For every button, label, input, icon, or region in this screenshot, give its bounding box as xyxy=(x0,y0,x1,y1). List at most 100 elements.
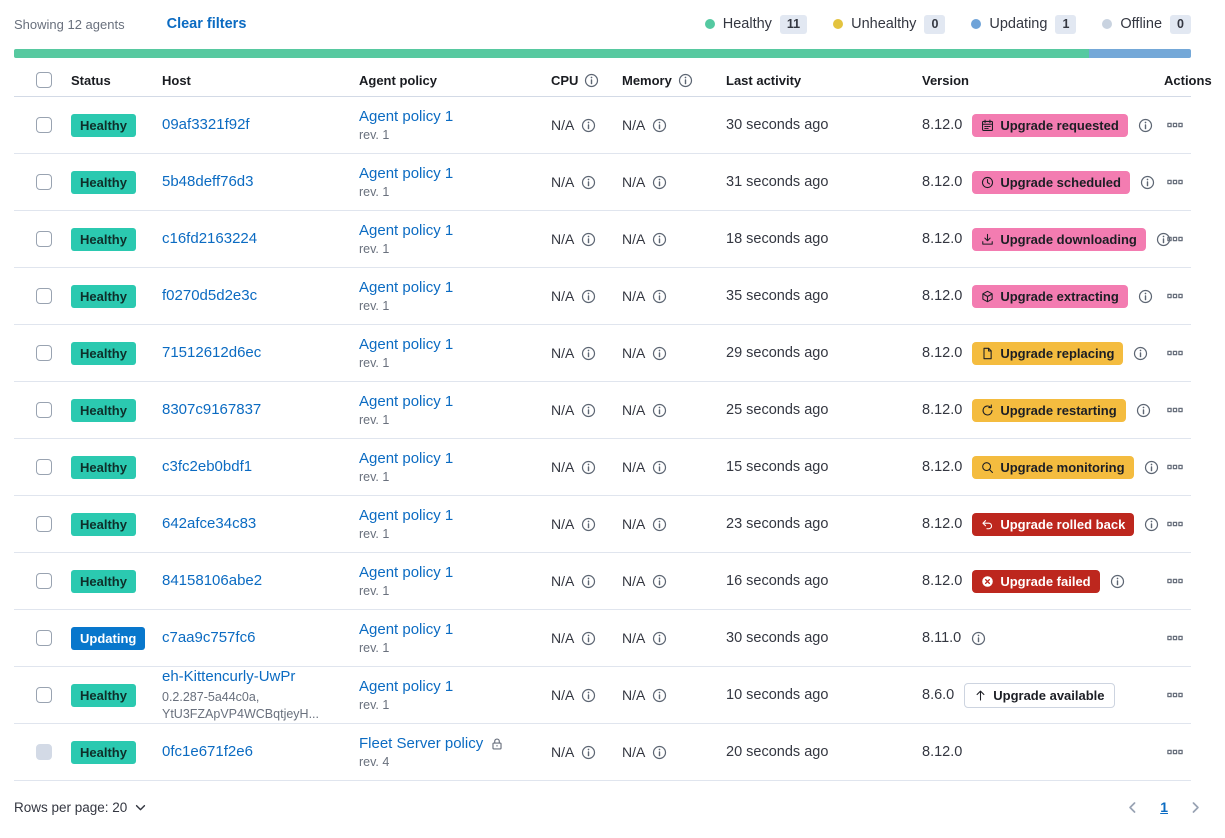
agent-policy-link[interactable]: Agent policy 1 xyxy=(359,221,454,239)
row-actions-button[interactable] xyxy=(1167,288,1183,304)
info-icon[interactable] xyxy=(971,631,986,646)
row-actions-button[interactable] xyxy=(1167,345,1183,361)
page-number-1[interactable]: 1 xyxy=(1160,799,1168,815)
host-link[interactable]: 642afce34c83 xyxy=(162,515,257,532)
policy-revision: rev. 1 xyxy=(359,697,390,712)
agent-policy-link[interactable]: Agent policy 1 xyxy=(359,563,454,581)
info-icon[interactable] xyxy=(581,460,596,475)
info-icon[interactable] xyxy=(581,232,596,247)
row-checkbox[interactable] xyxy=(36,117,52,133)
info-icon[interactable] xyxy=(1156,232,1171,247)
info-icon[interactable] xyxy=(581,346,596,361)
agent-policy-link[interactable]: Agent policy 1 xyxy=(359,677,454,695)
agent-version: 8.12.0 xyxy=(922,573,963,589)
info-icon[interactable] xyxy=(652,118,667,133)
row-checkbox[interactable] xyxy=(36,345,52,361)
agent-policy-link[interactable]: Agent policy 1 xyxy=(359,164,454,182)
row-checkbox[interactable] xyxy=(36,459,52,475)
info-icon[interactable] xyxy=(652,517,667,532)
agent-policy-link[interactable]: Agent policy 1 xyxy=(359,335,454,353)
arrow-up-icon xyxy=(974,689,987,702)
row-actions-button[interactable] xyxy=(1167,744,1183,760)
info-icon[interactable] xyxy=(1138,289,1153,304)
host-link[interactable]: 5b48deff76d3 xyxy=(162,173,254,190)
info-icon[interactable] xyxy=(1144,460,1159,475)
row-checkbox[interactable] xyxy=(36,174,52,190)
package-icon xyxy=(981,290,994,303)
row-actions-button[interactable] xyxy=(1167,117,1183,133)
info-icon[interactable] xyxy=(652,631,667,646)
agent-policy-link[interactable]: Fleet Server policy xyxy=(359,734,484,752)
host-link[interactable]: eh-Kittencurly-UwPr xyxy=(162,668,296,685)
info-icon[interactable] xyxy=(1136,403,1151,418)
row-actions-button[interactable] xyxy=(1167,516,1183,532)
agent-policy-link[interactable]: Agent policy 1 xyxy=(359,620,454,638)
row-actions-button[interactable] xyxy=(1167,573,1183,589)
row-checkbox[interactable] xyxy=(36,516,52,532)
rows-per-page-button[interactable]: Rows per page: 20 xyxy=(14,800,147,815)
host-link[interactable]: c16fd2163224 xyxy=(162,230,258,247)
row-actions-button[interactable] xyxy=(1167,402,1183,418)
upgrade-badge: Upgrade available xyxy=(964,682,1115,708)
agent-policy-link[interactable]: Agent policy 1 xyxy=(359,107,454,125)
info-icon[interactable] xyxy=(581,175,596,190)
host-link[interactable]: 09af3321f92f xyxy=(162,116,250,133)
info-icon[interactable] xyxy=(581,631,596,646)
clear-filters-link[interactable]: Clear filters xyxy=(166,16,247,32)
host-link[interactable]: 0fc1e671f2e6 xyxy=(162,743,253,760)
next-page-button[interactable] xyxy=(1188,800,1203,815)
row-checkbox[interactable] xyxy=(36,231,52,247)
last-activity: 29 seconds ago xyxy=(726,345,829,361)
memory-value: N/A xyxy=(622,630,646,646)
row-actions-button[interactable] xyxy=(1167,687,1183,703)
host-link[interactable]: 84158106abe2 xyxy=(162,572,263,589)
agent-policy-link[interactable]: Agent policy 1 xyxy=(359,449,454,467)
policy-revision: rev. 1 xyxy=(359,127,390,142)
info-icon[interactable] xyxy=(581,688,596,703)
info-icon[interactable] xyxy=(652,232,667,247)
info-icon[interactable] xyxy=(581,517,596,532)
info-icon[interactable] xyxy=(581,574,596,589)
info-icon[interactable] xyxy=(652,346,667,361)
agent-policy-link[interactable]: Agent policy 1 xyxy=(359,392,454,410)
info-icon[interactable] xyxy=(581,745,596,760)
row-actions-button[interactable] xyxy=(1167,174,1183,190)
row-checkbox[interactable] xyxy=(36,573,52,589)
info-icon[interactable] xyxy=(581,289,596,304)
row-checkbox[interactable] xyxy=(36,744,52,760)
info-icon[interactable] xyxy=(652,745,667,760)
info-icon[interactable] xyxy=(652,688,667,703)
info-icon[interactable] xyxy=(1133,346,1148,361)
row-checkbox[interactable] xyxy=(36,402,52,418)
info-icon[interactable] xyxy=(1140,175,1155,190)
host-link[interactable]: 71512612d6ec xyxy=(162,344,262,361)
row-actions-button[interactable] xyxy=(1167,231,1183,247)
info-icon[interactable] xyxy=(652,460,667,475)
row-checkbox[interactable] xyxy=(36,288,52,304)
column-header-agent-policy: Agent policy xyxy=(359,72,438,88)
info-icon[interactable] xyxy=(1144,517,1159,532)
host-link[interactable]: f0270d5d2e3c xyxy=(162,287,258,304)
info-icon[interactable] xyxy=(1138,118,1153,133)
info-icon[interactable] xyxy=(652,175,667,190)
download-icon xyxy=(981,233,994,246)
info-icon[interactable] xyxy=(1110,574,1125,589)
row-checkbox[interactable] xyxy=(36,687,52,703)
agent-policy-link[interactable]: Agent policy 1 xyxy=(359,506,454,524)
row-actions-button[interactable] xyxy=(1167,459,1183,475)
host-link[interactable]: c7aa9c757fc6 xyxy=(162,629,256,646)
info-icon[interactable] xyxy=(652,574,667,589)
info-icon[interactable] xyxy=(652,403,667,418)
info-icon[interactable] xyxy=(678,73,693,88)
host-link[interactable]: 8307c9167837 xyxy=(162,401,262,418)
info-icon[interactable] xyxy=(581,118,596,133)
select-all-checkbox[interactable] xyxy=(36,72,52,88)
row-checkbox[interactable] xyxy=(36,630,52,646)
info-icon[interactable] xyxy=(652,289,667,304)
info-icon[interactable] xyxy=(584,73,599,88)
agent-policy-link[interactable]: Agent policy 1 xyxy=(359,278,454,296)
row-actions-button[interactable] xyxy=(1167,630,1183,646)
previous-page-button[interactable] xyxy=(1125,800,1140,815)
info-icon[interactable] xyxy=(581,403,596,418)
host-link[interactable]: c3fc2eb0bdf1 xyxy=(162,458,253,475)
